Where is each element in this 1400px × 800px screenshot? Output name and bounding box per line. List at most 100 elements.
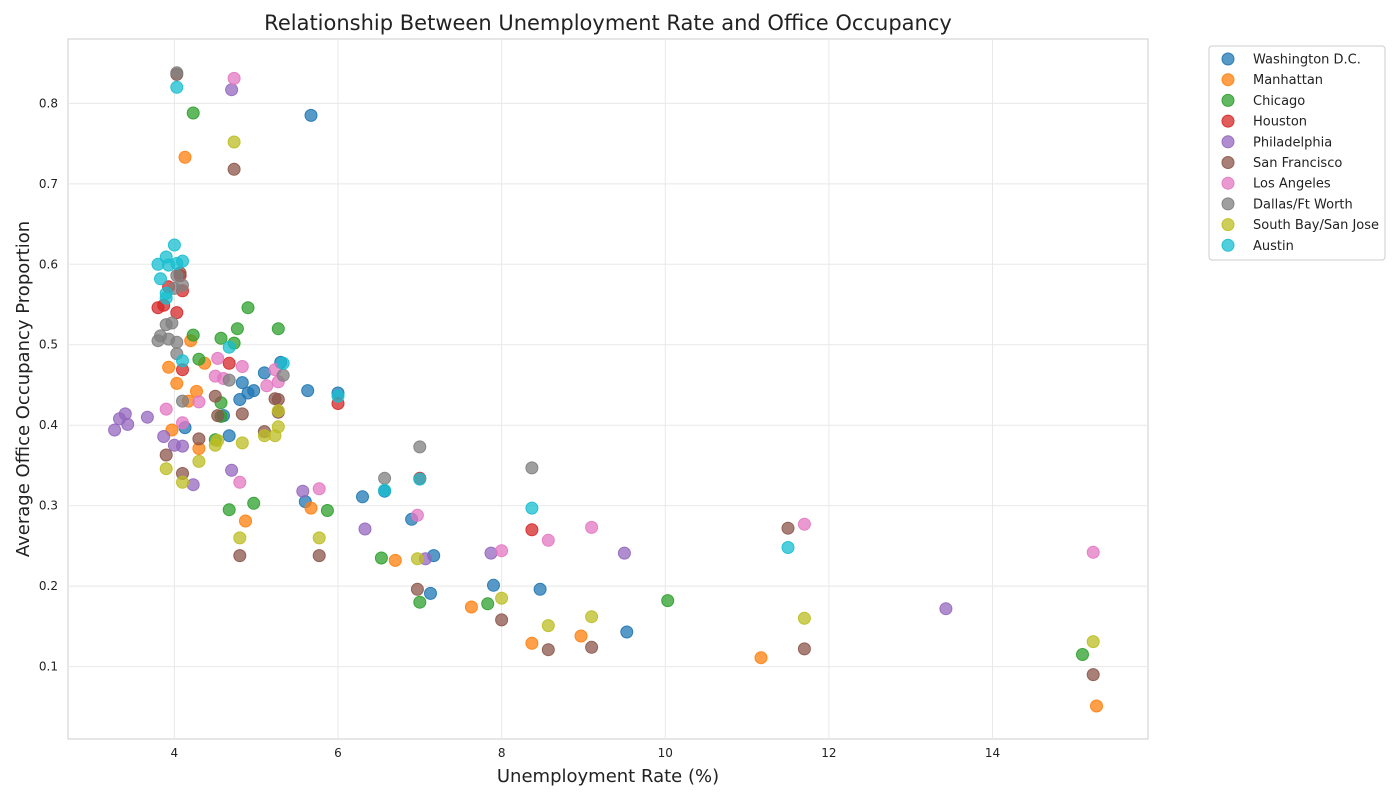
data-point: [781, 521, 795, 535]
data-point: [525, 461, 539, 475]
data-point: [140, 410, 154, 424]
legend-label: Philadelphia: [1253, 135, 1332, 150]
data-point: [170, 335, 184, 349]
legend-marker: [1221, 238, 1235, 252]
data-point: [257, 429, 271, 443]
data-point: [464, 600, 478, 614]
data-point: [585, 640, 599, 654]
y-tick-label: 0.7: [39, 177, 58, 191]
data-point: [222, 373, 236, 387]
data-point: [271, 322, 285, 336]
legend-marker: [1221, 197, 1235, 211]
data-point: [230, 322, 244, 336]
series-group: [159, 135, 1100, 649]
data-point: [162, 360, 176, 374]
data-point: [585, 520, 599, 534]
data-point: [374, 551, 388, 565]
data-point: [159, 402, 173, 416]
data-point: [235, 436, 249, 450]
data-point: [159, 291, 173, 305]
data-point: [154, 272, 167, 286]
data-point: [481, 597, 495, 611]
data-point: [192, 432, 206, 446]
series-group: [151, 80, 795, 554]
data-point: [157, 430, 171, 443]
legend-marker: [1221, 93, 1235, 107]
x-tick-labels: 4 6 8 10 12 14: [171, 746, 1001, 760]
y-tick-label: 0.6: [39, 257, 58, 271]
data-point: [192, 395, 206, 409]
data-point: [227, 162, 241, 176]
data-point: [312, 549, 326, 563]
data-point: [225, 463, 239, 477]
x-axis-label: Unemployment Rate (%): [497, 766, 719, 787]
legend-marker: [1221, 114, 1235, 128]
data-point: [424, 586, 437, 600]
data-point: [170, 376, 184, 390]
legend-box: [1208, 45, 1386, 261]
data-point: [797, 517, 811, 531]
legend: Washington D.C. Manhattan Chicago Houston Ph…: [1208, 45, 1386, 261]
data-point: [233, 531, 247, 545]
data-point: [225, 83, 239, 97]
data-point: [797, 642, 811, 656]
data-point: [304, 501, 318, 515]
data-point: [661, 594, 675, 608]
data-point: [192, 454, 206, 468]
data-point: [159, 462, 173, 476]
data-point: [176, 439, 189, 453]
data-point: [533, 582, 547, 596]
data-point: [585, 610, 599, 624]
data-point: [208, 438, 222, 452]
legend-label: Dallas/Ft Worth: [1253, 197, 1353, 212]
legend-label: Los Angeles: [1253, 177, 1331, 192]
legend-marker: [1221, 52, 1235, 66]
data-point: [222, 429, 236, 443]
data-point: [358, 522, 372, 536]
x-tick-label: 14: [985, 746, 1000, 760]
data-point: [378, 471, 392, 485]
data-point: [214, 331, 228, 345]
data-point: [208, 389, 222, 403]
data-point: [159, 318, 173, 332]
data-point: [525, 636, 539, 650]
data-point: [301, 384, 315, 398]
data-point: [162, 258, 176, 272]
data-point: [247, 496, 261, 510]
y-axis-label: Average Office Occupancy Proportion: [13, 221, 34, 557]
data-point: [541, 619, 555, 633]
data-point: [413, 595, 427, 609]
data-point: [620, 625, 634, 639]
data-point: [781, 541, 795, 554]
data-point: [271, 393, 285, 406]
data-point: [484, 546, 498, 560]
data-point: [296, 484, 310, 498]
data-point: [541, 533, 555, 547]
data-point: [170, 306, 184, 320]
y-tick-label: 0.2: [39, 579, 58, 593]
data-point: [159, 448, 173, 462]
data-point: [410, 508, 424, 522]
data-point: [260, 379, 274, 393]
data-point: [211, 351, 225, 365]
x-tick-label: 8: [498, 746, 506, 760]
data-point: [320, 504, 334, 517]
y-tick-label: 0.5: [39, 338, 58, 352]
data-point: [276, 368, 290, 382]
data-point: [235, 376, 249, 390]
y-tick-label: 0.1: [39, 660, 58, 674]
y-tick-labels: 0.1 0.2 0.3 0.4 0.5 0.6 0.7 0.8: [39, 96, 58, 673]
data-point: [1086, 545, 1100, 559]
data-point: [754, 651, 768, 665]
data-point: [192, 352, 206, 366]
data-point: [410, 582, 424, 596]
data-point: [186, 106, 200, 120]
data-point: [222, 356, 236, 370]
data-point: [186, 328, 200, 342]
data-point: [1090, 699, 1103, 713]
data-point: [487, 578, 500, 592]
data-point: [1086, 635, 1100, 649]
data-point: [186, 478, 200, 492]
data-point: [235, 407, 249, 421]
